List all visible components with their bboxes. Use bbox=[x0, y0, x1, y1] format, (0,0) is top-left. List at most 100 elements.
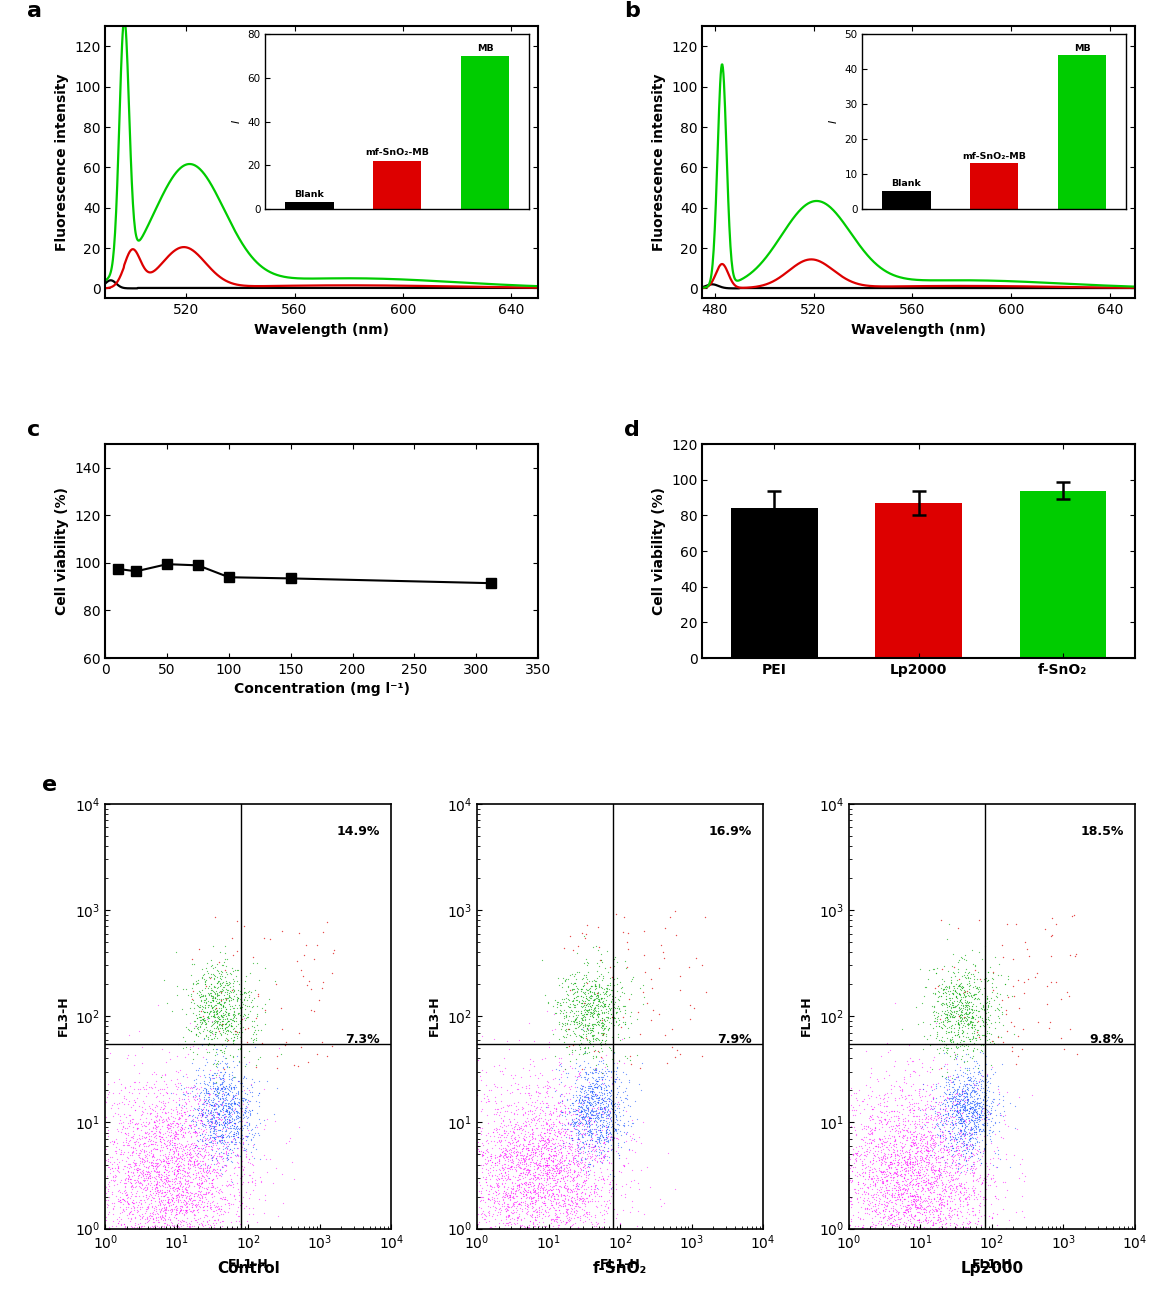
Point bbox=[958, 1088, 977, 1109]
Point bbox=[959, 1108, 978, 1129]
Point bbox=[873, 1173, 892, 1194]
Point bbox=[593, 1069, 612, 1090]
Point bbox=[192, 1169, 211, 1190]
Point bbox=[128, 1087, 146, 1108]
Point bbox=[187, 1107, 206, 1128]
Point bbox=[204, 1159, 222, 1180]
Point bbox=[874, 1161, 893, 1182]
Point bbox=[944, 1126, 963, 1148]
Point bbox=[177, 1200, 195, 1221]
Point bbox=[828, 1192, 847, 1213]
Point bbox=[130, 1154, 149, 1175]
Point bbox=[242, 1082, 261, 1103]
Point bbox=[586, 975, 605, 996]
Point bbox=[497, 1141, 516, 1162]
Point bbox=[584, 1101, 603, 1123]
Point bbox=[158, 1152, 177, 1173]
Point bbox=[468, 1136, 487, 1157]
Point bbox=[886, 1148, 904, 1169]
Point bbox=[591, 1111, 610, 1132]
Point bbox=[666, 1048, 684, 1069]
Point bbox=[545, 1119, 564, 1140]
Point bbox=[932, 1058, 951, 1079]
Point bbox=[621, 1170, 640, 1191]
Point bbox=[215, 1078, 234, 1099]
Point bbox=[899, 1111, 917, 1132]
Point bbox=[888, 1223, 907, 1244]
Point bbox=[532, 1065, 551, 1086]
Point bbox=[970, 1084, 989, 1105]
Point bbox=[555, 1005, 573, 1026]
Point bbox=[862, 1192, 881, 1213]
Point bbox=[109, 1158, 128, 1179]
Point bbox=[889, 1152, 908, 1173]
Point bbox=[897, 1230, 916, 1252]
Point bbox=[896, 1202, 915, 1223]
Point bbox=[98, 1120, 117, 1141]
Point bbox=[207, 1146, 226, 1167]
Point bbox=[925, 982, 944, 1003]
Point bbox=[619, 1026, 638, 1048]
Point bbox=[618, 1084, 636, 1105]
Point bbox=[497, 1101, 516, 1123]
Point bbox=[996, 1105, 1014, 1126]
Point bbox=[897, 1196, 916, 1217]
Point bbox=[180, 1158, 199, 1179]
Point bbox=[179, 1105, 198, 1126]
Point bbox=[165, 1140, 184, 1161]
Point bbox=[1023, 1084, 1041, 1105]
Point bbox=[598, 1088, 617, 1109]
Point bbox=[211, 1040, 229, 1061]
Point bbox=[177, 1179, 195, 1200]
Point bbox=[945, 1169, 964, 1190]
Point bbox=[524, 1175, 543, 1196]
Point bbox=[585, 975, 604, 996]
Point bbox=[948, 1200, 966, 1221]
Point bbox=[897, 1171, 916, 1192]
Point bbox=[498, 1182, 517, 1203]
Point bbox=[174, 1126, 193, 1148]
Point bbox=[936, 1213, 955, 1234]
Point bbox=[867, 1238, 886, 1259]
Point bbox=[531, 1179, 550, 1200]
Point bbox=[216, 1000, 235, 1021]
Point bbox=[622, 969, 641, 990]
Point bbox=[949, 1004, 968, 1025]
Point bbox=[590, 1086, 608, 1107]
Point bbox=[940, 1121, 958, 1142]
Point bbox=[578, 1017, 597, 1038]
Point bbox=[572, 923, 591, 944]
Point bbox=[205, 1195, 223, 1216]
Point bbox=[216, 1029, 235, 1050]
Point bbox=[971, 1063, 990, 1084]
Point bbox=[870, 1109, 889, 1130]
Point bbox=[969, 1211, 987, 1232]
Point bbox=[150, 1174, 168, 1195]
Point bbox=[886, 1199, 904, 1220]
Point bbox=[197, 971, 215, 992]
Point bbox=[160, 1232, 179, 1253]
Point bbox=[931, 1154, 950, 1175]
Point bbox=[866, 1215, 885, 1236]
Point bbox=[950, 1136, 969, 1157]
Point bbox=[596, 1191, 614, 1212]
Point bbox=[1065, 904, 1083, 925]
Point bbox=[583, 1082, 601, 1103]
Point bbox=[504, 1142, 523, 1163]
Point bbox=[922, 1166, 941, 1187]
Point bbox=[146, 1132, 165, 1153]
Point bbox=[496, 1200, 515, 1221]
Point bbox=[617, 1063, 635, 1084]
Point bbox=[271, 998, 290, 1019]
Point bbox=[959, 978, 978, 999]
Point bbox=[567, 1007, 586, 1028]
Point bbox=[153, 1179, 172, 1200]
Point bbox=[964, 1244, 983, 1265]
Point bbox=[826, 1112, 845, 1133]
Point bbox=[558, 1090, 577, 1111]
Point bbox=[205, 1120, 223, 1141]
Point bbox=[572, 1174, 591, 1195]
Point bbox=[579, 1124, 598, 1145]
Point bbox=[481, 1149, 500, 1170]
Point bbox=[190, 1146, 208, 1167]
